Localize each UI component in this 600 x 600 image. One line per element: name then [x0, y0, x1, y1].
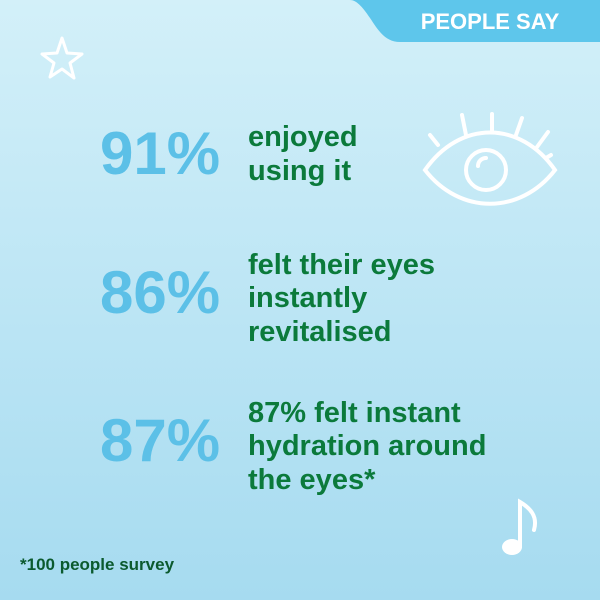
header-tab [350, 0, 600, 42]
stat-figure: 91% [100, 120, 220, 187]
star-icon [40, 36, 84, 80]
stat-line: revitalised [248, 316, 391, 348]
stat-line: hydration around [248, 430, 486, 462]
footnote: *100 people survey [20, 555, 175, 574]
stat-line: using it [248, 155, 351, 187]
header-tag: PEOPLE SAY [421, 9, 560, 34]
stat-line: felt their eyes [248, 249, 435, 281]
stat-figure: 86% [100, 259, 220, 326]
stat-line: the eyes* [248, 464, 376, 496]
stat-figure: 87% [100, 407, 220, 474]
stat-line: instantly [248, 282, 367, 314]
stat-line: enjoyed [248, 121, 358, 153]
stat-line: 87% felt instant [248, 397, 461, 429]
music-note-icon [502, 498, 537, 555]
eye-icon [422, 112, 558, 206]
